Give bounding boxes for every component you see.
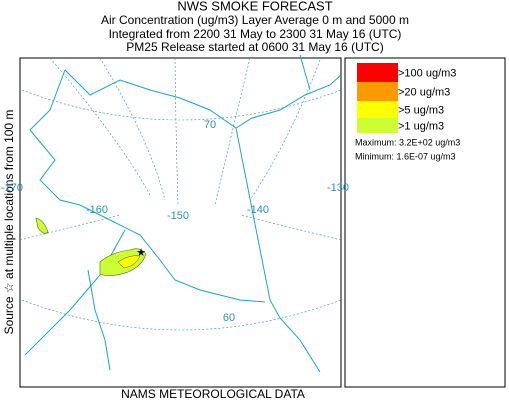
graticule-label: 60	[223, 312, 235, 324]
subtitle: Integrated from 2200 31 May to 2300 31 M…	[109, 27, 402, 41]
legend-swatch	[357, 101, 398, 118]
side-label: Source ☆ at multiple locations from 100 …	[2, 110, 16, 335]
subtitle: Air Concentration (ug/m3) Layer Average …	[101, 13, 409, 27]
smoke-plume	[35, 217, 49, 234]
legend-label: >20 ug/m3	[398, 86, 450, 98]
legend-maximum: Maximum: 3.2E+02 ug/m3	[355, 137, 460, 147]
graticule	[19, 57, 342, 331]
graticule-label: -150	[167, 210, 189, 222]
legend-swatch	[357, 118, 398, 133]
graticule-label: 70	[204, 119, 216, 131]
legend-minimum: Minimum: 1.6E-07 ug/m3	[355, 151, 456, 161]
legend-frame	[344, 57, 506, 388]
legend-label: >5 ug/m3	[398, 104, 444, 116]
legend-swatch	[357, 63, 398, 82]
title: NWS SMOKE FORECAST	[177, 0, 332, 13]
legend-label: >100 ug/m3	[398, 67, 456, 79]
coastline	[24, 54, 342, 373]
subtitle: PM25 Release started at 0600 31 May 16 (…	[126, 40, 383, 54]
smoke-plume	[117, 255, 141, 269]
graticule-label: -130	[327, 182, 349, 194]
map: ★	[19, 54, 342, 373]
graticule-label: -160	[86, 204, 108, 216]
legend-swatch	[357, 82, 398, 101]
map-frame	[19, 57, 342, 388]
footer: NAMS METEOROLOGICAL DATA	[121, 387, 305, 401]
graticule-label: -170	[1, 182, 23, 194]
source-star: ★	[136, 247, 146, 259]
legend-label: >1 ug/m3	[398, 120, 444, 132]
graticule-label: -140	[247, 204, 269, 216]
